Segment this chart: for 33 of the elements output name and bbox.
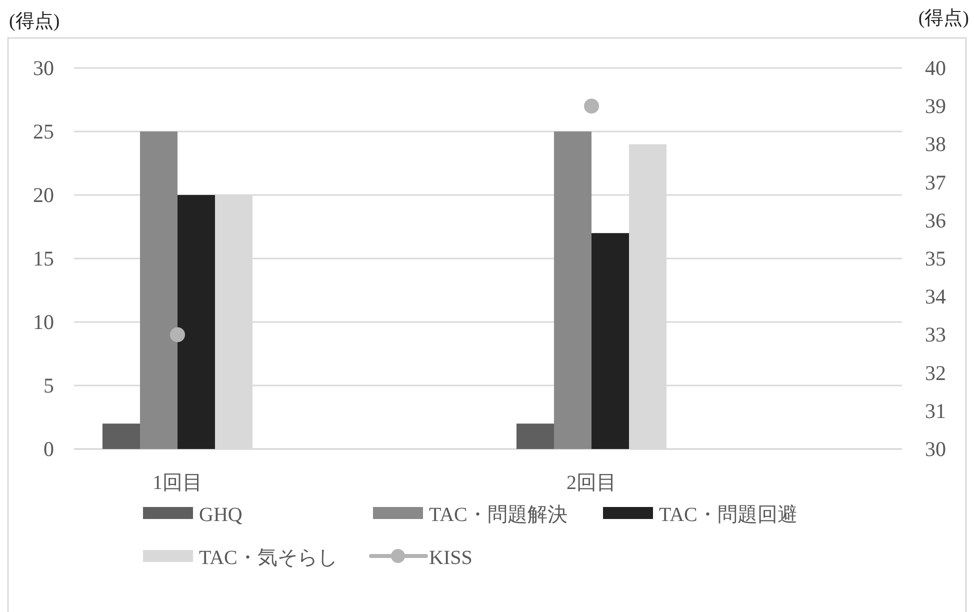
bar <box>592 233 630 449</box>
legend-label: KISS <box>429 547 472 569</box>
x-tick-label: 1回目 <box>152 472 202 494</box>
y2-tick-label: 37 <box>925 170 946 194</box>
bar <box>178 195 216 449</box>
y2-tick-label: 30 <box>925 437 946 461</box>
y-tick-label: 5 <box>44 374 54 398</box>
x-tick-label: 2回目 <box>566 472 616 494</box>
y2-tick-label: 34 <box>925 284 946 309</box>
y2-tick-label: 33 <box>925 322 946 347</box>
bar <box>140 132 178 449</box>
y-tick-label: 25 <box>33 120 54 144</box>
legend-label: TAC・問題解決 <box>429 504 568 526</box>
y2-axis-title: (得点) <box>918 8 969 29</box>
y2-tick-label: 38 <box>925 132 946 156</box>
bar <box>102 424 140 449</box>
y2-tick-label: 40 <box>925 56 946 80</box>
legend-label: TAC・気そらし <box>199 547 338 569</box>
y2-tick-label: 36 <box>925 208 946 232</box>
y2-tick-label: 35 <box>925 246 946 270</box>
legend-label: GHQ <box>199 504 243 526</box>
y-axis-title: (得点) <box>9 11 60 32</box>
y-tick-label: 0 <box>44 437 54 461</box>
legend-label: TAC・問題回避 <box>659 504 798 526</box>
y2-tick-label: 32 <box>925 360 946 385</box>
y-tick-label: 30 <box>33 56 54 80</box>
y-tick-label: 10 <box>33 310 54 334</box>
bar <box>516 424 554 449</box>
y-tick-label: 15 <box>33 246 54 270</box>
bar <box>554 132 592 449</box>
y2-tick-label: 39 <box>925 94 946 118</box>
y2-tick-label: 31 <box>925 398 946 423</box>
y-tick-label: 20 <box>33 183 54 207</box>
